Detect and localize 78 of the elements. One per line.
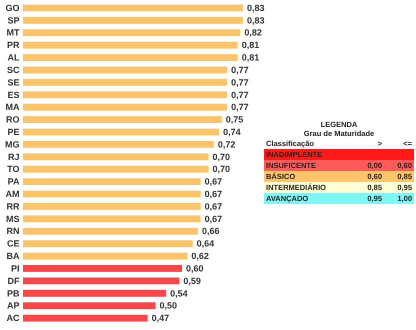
y-tick-label: ES (7, 90, 20, 100)
bar (23, 4, 243, 12)
bar (23, 42, 238, 49)
bar (23, 190, 201, 198)
y-tick-label: PI (10, 263, 20, 274)
bar (23, 203, 201, 210)
data-label: 0,70 (212, 164, 230, 174)
data-label: 0,82 (244, 28, 262, 38)
y-tick-label: AP (6, 300, 20, 311)
bar (23, 277, 180, 284)
y-tick-label: AM (6, 189, 20, 200)
bar (23, 66, 228, 74)
data-label: 0,77 (231, 77, 249, 88)
y-tick-label: AC (6, 313, 20, 324)
data-label: 0,72 (218, 139, 236, 150)
data-label: 0,74 (223, 126, 241, 137)
bar (23, 290, 166, 297)
bar (23, 314, 148, 322)
y-tick-label: BA (6, 251, 20, 262)
bar (23, 166, 209, 173)
y-tick-label: RJ (8, 152, 20, 162)
bar (23, 29, 240, 36)
bar (23, 16, 243, 24)
bar (23, 228, 198, 235)
bar (23, 104, 228, 111)
bar (23, 240, 193, 248)
bar (23, 252, 188, 260)
y-tick-label: GO (5, 2, 20, 13)
bar (23, 128, 220, 136)
data-label: 0,77 (231, 90, 249, 100)
y-tick-label: RN (6, 226, 20, 236)
data-label: 0,62 (191, 251, 209, 262)
y-tick-label: PR (6, 40, 20, 50)
data-label: 0,81 (242, 40, 260, 50)
y-tick-label: PA (8, 176, 20, 187)
y-tick-label: AL (8, 52, 20, 63)
data-label: 0,66 (202, 226, 220, 236)
y-tick-label: MA (6, 102, 20, 112)
data-label: 0,75 (226, 114, 244, 125)
data-label: 0,54 (170, 288, 188, 298)
bar (23, 153, 209, 160)
data-label: 0,60 (186, 263, 204, 274)
y-tick-label: SP (7, 15, 20, 26)
y-tick-label: SC (6, 64, 20, 75)
y-tick-label: MT (6, 28, 20, 38)
data-label: 0,59 (183, 276, 201, 286)
y-tick-label: PB (6, 288, 20, 298)
bar (23, 116, 222, 123)
bar (23, 78, 228, 86)
y-tick-label: TO (7, 164, 20, 174)
y-tick-label: MS (6, 214, 20, 224)
y-tick-label: DF (8, 276, 20, 286)
bar (23, 91, 228, 98)
data-label: 0,77 (231, 64, 249, 75)
y-tick-label: SE (7, 77, 20, 88)
bar (23, 54, 238, 61)
data-label: 0,47 (152, 313, 170, 324)
data-label: 0,83 (247, 15, 265, 26)
data-label: 0,67 (204, 214, 222, 224)
y-tick-label: RR (6, 201, 20, 212)
y-tick-label: CE (6, 238, 20, 249)
data-label: 0,77 (231, 102, 249, 112)
y-tick-label: PE (7, 126, 20, 137)
bar (23, 140, 214, 148)
y-tick-label: MG (5, 139, 20, 150)
data-label: 0,83 (247, 2, 265, 13)
bar (23, 178, 201, 186)
bar (23, 302, 156, 310)
data-label: 0,81 (242, 52, 260, 63)
data-label: 0,64 (196, 238, 214, 249)
data-label: 0,67 (204, 201, 222, 212)
data-label: 0,67 (204, 176, 222, 187)
data-label: 0,50 (160, 300, 178, 311)
bar (23, 265, 182, 272)
bar (23, 215, 201, 222)
data-label: 0,70 (212, 152, 230, 162)
y-tick-label: RO (6, 114, 20, 125)
data-label: 0,67 (204, 189, 222, 200)
